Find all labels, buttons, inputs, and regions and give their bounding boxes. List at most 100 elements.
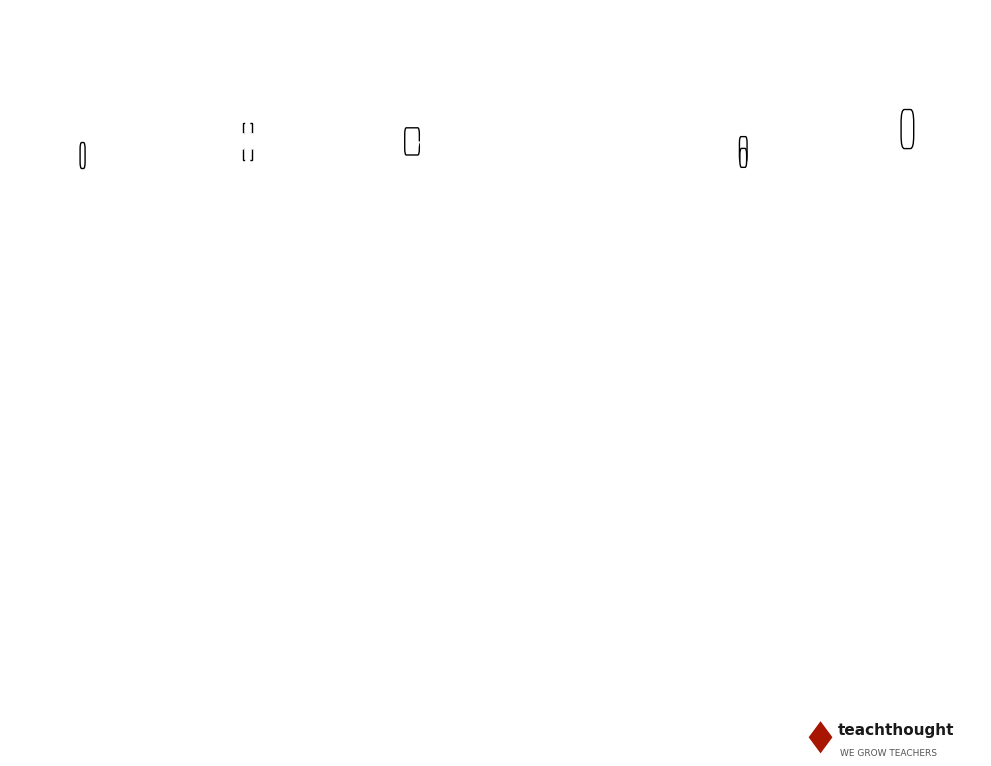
Text: Categorizing: Categorizing: [212, 347, 283, 357]
Text: Duplicating: Duplicating: [50, 615, 115, 625]
Text: Breaking Down: Breaking Down: [535, 250, 621, 260]
Text: Distinguishing: Distinguishing: [537, 518, 618, 528]
Circle shape: [575, 153, 577, 161]
Text: Leading: Leading: [886, 688, 931, 698]
Text: Calculating: Calculating: [546, 201, 610, 211]
Text: Deconstructing: Deconstructing: [534, 298, 621, 308]
Text: Solving: Solving: [887, 566, 930, 576]
Circle shape: [582, 134, 584, 142]
Circle shape: [75, 122, 83, 155]
Text: Finding: Finding: [62, 250, 103, 260]
Text: Validating: Validating: [715, 225, 772, 235]
Text: Linking: Linking: [558, 322, 599, 332]
Text: Composing: Composing: [877, 322, 940, 332]
Text: ANALYZING: ANALYZING: [536, 66, 620, 79]
Text: Defining: Defining: [58, 225, 107, 235]
Text: Organizing: Organizing: [547, 396, 608, 406]
Text: Implementing: Implementing: [374, 444, 453, 454]
Text: Estimating: Estimating: [217, 591, 278, 601]
Text: Dividing: Dividing: [555, 469, 602, 479]
Circle shape: [246, 115, 250, 130]
Text: Grading: Grading: [720, 469, 766, 479]
Text: Building: Building: [885, 225, 932, 235]
Text: Judging: Judging: [391, 372, 434, 381]
Text: B L O O M ' S   T A X O N O M Y   D I G I T A L   P L A N N I N G   V E R B S: B L O O M ' S T A X O N O M Y D I G I T …: [76, 18, 915, 38]
Text: Illustrating: Illustrating: [547, 542, 608, 552]
Text: Mind-Mapping: Mind-Mapping: [538, 372, 618, 381]
Text: Posting: Posting: [722, 566, 764, 576]
FancyBboxPatch shape: [404, 128, 419, 155]
Text: Mashing: Mashing: [554, 347, 602, 357]
Text: Hypothesizing: Hypothesizing: [703, 493, 784, 503]
Text: Presenting: Presenting: [383, 664, 443, 674]
Circle shape: [580, 143, 582, 151]
Circle shape: [573, 143, 575, 151]
Text: Tagging: Tagging: [226, 274, 270, 284]
Text: Devising: Devising: [884, 372, 934, 381]
Circle shape: [577, 143, 579, 151]
Text: Playing: Playing: [392, 615, 434, 625]
Text: Preparing: Preparing: [385, 591, 440, 601]
Text: Adapting: Adapting: [883, 274, 934, 284]
Text: Memorizing: Memorizing: [50, 469, 116, 479]
Circle shape: [582, 125, 584, 133]
Polygon shape: [418, 134, 420, 149]
Text: Executing: Executing: [385, 396, 441, 406]
Text: Hacking: Hacking: [389, 518, 436, 528]
Circle shape: [577, 153, 579, 161]
Text: Role Playing: Role Playing: [873, 542, 943, 552]
Polygon shape: [420, 134, 422, 149]
Circle shape: [580, 153, 582, 161]
Text: Extending: Extending: [219, 615, 276, 625]
Text: Matching: Matching: [56, 640, 109, 650]
Text: Mixing: Mixing: [890, 591, 928, 601]
Text: Deducing: Deducing: [551, 493, 606, 503]
Text: Googling: Googling: [57, 347, 108, 357]
Circle shape: [582, 143, 584, 151]
Text: CREATING: CREATING: [871, 66, 945, 79]
Text: Debating: Debating: [717, 372, 769, 381]
FancyBboxPatch shape: [901, 110, 914, 149]
Text: Editorializing: Editorializing: [707, 688, 780, 698]
Text: Selecting: Selecting: [56, 566, 109, 576]
Text: Reflecting: Reflecting: [715, 640, 772, 650]
Text: Examining: Examining: [383, 420, 443, 430]
Text: WE GROW TEACHERS: WE GROW TEACHERS: [840, 749, 937, 758]
Text: Wiki Building: Wiki Building: [871, 420, 945, 430]
Text: Highlighting: Highlighting: [48, 444, 117, 454]
Text: Searching: Searching: [55, 518, 111, 528]
Circle shape: [580, 125, 582, 133]
Text: Locating: Locating: [58, 274, 107, 284]
Circle shape: [577, 134, 579, 142]
Circle shape: [573, 125, 575, 133]
Text: Interviewing: Interviewing: [378, 542, 448, 552]
Circle shape: [241, 134, 245, 149]
Text: Painting: Painting: [389, 566, 436, 576]
Text: Journaling: Journaling: [219, 493, 276, 503]
Text: Choosing: Choosing: [386, 298, 439, 308]
Text: Assessing: Assessing: [716, 298, 771, 308]
FancyBboxPatch shape: [243, 123, 253, 160]
FancyBboxPatch shape: [739, 136, 747, 162]
Text: Repeating: Repeating: [54, 372, 111, 381]
Text: Copying: Copying: [59, 201, 106, 211]
Text: Arguing: Arguing: [721, 201, 765, 211]
Text: Charting: Charting: [388, 688, 437, 698]
Text: Appraising: Appraising: [548, 420, 608, 430]
Text: Programming: Programming: [870, 493, 946, 503]
Circle shape: [739, 118, 747, 153]
Text: REMEMBERING: REMEMBERING: [27, 66, 139, 79]
Polygon shape: [809, 722, 832, 754]
Text: Inferring: Inferring: [223, 566, 273, 576]
Text: Commenting: Commenting: [707, 347, 780, 357]
Text: Scoring: Scoring: [721, 274, 765, 284]
Text: Tweeting: Tweeting: [223, 225, 273, 235]
Text: Testing: Testing: [723, 250, 763, 260]
FancyBboxPatch shape: [740, 149, 746, 167]
Text: Managing: Managing: [880, 640, 936, 650]
Text: Summarizing: Summarizing: [210, 298, 285, 308]
Text: Podcasting: Podcasting: [877, 396, 939, 406]
Text: Experimenting: Experimenting: [371, 493, 455, 503]
Circle shape: [251, 134, 255, 149]
Circle shape: [573, 153, 575, 161]
